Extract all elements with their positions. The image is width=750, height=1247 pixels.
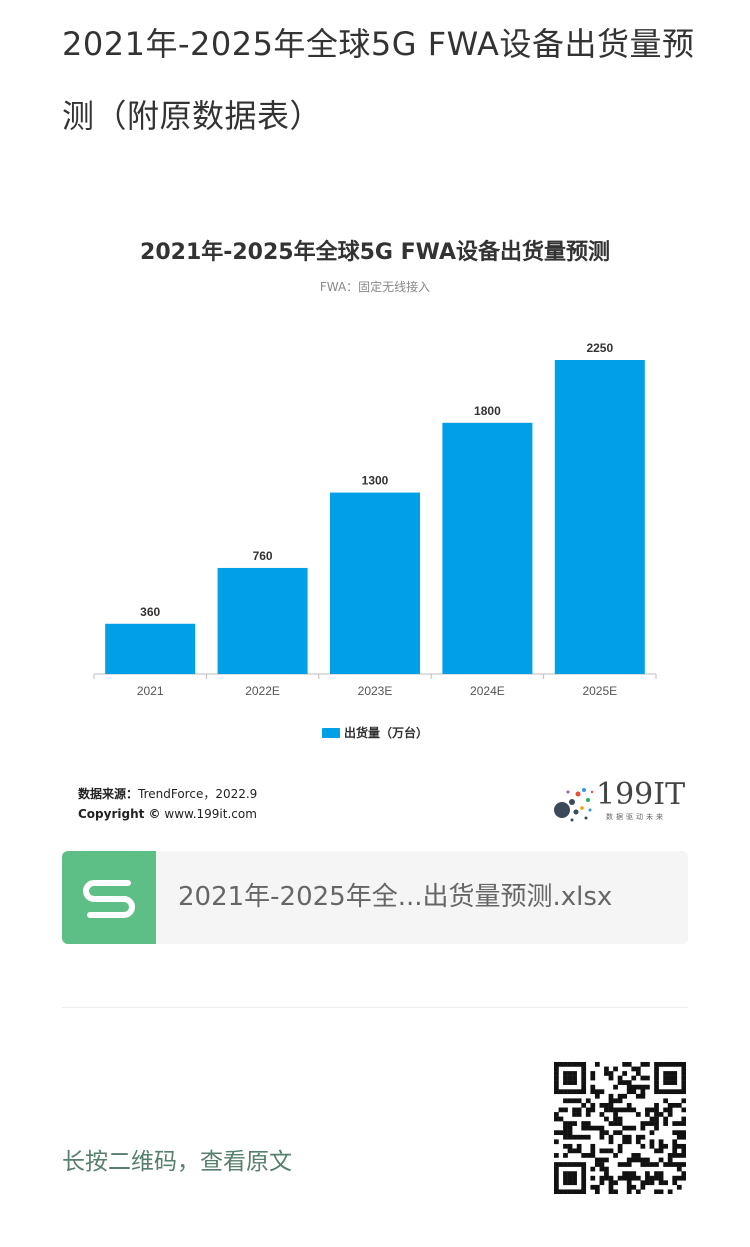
source-label: 数据来源： — [78, 787, 139, 801]
chart-image[interactable]: 2021年-2025年全球5G FWA设备出货量预测 FWA：固定无线接入 36… — [62, 206, 688, 836]
x-tick-label: 2023E — [358, 684, 393, 698]
chart-subtitle: FWA：固定无线接入 — [319, 280, 431, 294]
logo-199it: 199IT 数据驱动未来 — [552, 777, 686, 824]
legend-label: 出货量（万台） — [343, 726, 428, 740]
x-tick-label: 2025E — [582, 684, 617, 698]
data-label: 360 — [140, 605, 160, 619]
data-label: 2250 — [586, 341, 613, 355]
x-tick-label: 2022E — [245, 684, 280, 698]
data-label: 1800 — [474, 404, 501, 418]
x-tick-label: 2024E — [470, 684, 505, 698]
data-label: 1300 — [362, 474, 389, 488]
bar-2023E — [330, 492, 420, 674]
qr-hint: 长按二维码，查看原文 — [62, 1149, 292, 1175]
copyright-label: Copyright © — [78, 807, 161, 821]
chart-source: 数据来源：TrendForce，2022.9 Copyright © www.1… — [78, 784, 257, 824]
copyright-value: www.199it.com — [164, 807, 257, 821]
x-tick-label: 2021 — [137, 684, 164, 698]
logo-dots-icon — [554, 788, 594, 822]
bar-2022E — [217, 567, 308, 674]
legend-swatch — [321, 727, 340, 738]
source-value: TrendForce，2022.9 — [138, 787, 258, 801]
logo-tagline: 数据驱动未来 — [606, 813, 666, 821]
logo-text: 199IT — [596, 777, 686, 812]
chart-title: 2021年-2025年全球5G FWA设备出货量预测 — [140, 240, 610, 265]
attachment-card[interactable]: 2021年-2025年全...出货量预测.xlsx — [62, 851, 688, 944]
divider — [62, 1007, 688, 1008]
data-label: 760 — [253, 549, 273, 563]
bar-chart: 360 2021 760 2022E 1300 2023E 1800 2024E 2250 202… — [93, 341, 657, 698]
bar-2021 — [105, 623, 196, 674]
attachment-filename: 2021年-2025年全...出货量预测.xlsx — [178, 882, 613, 912]
article-title: 2021年-2025年全球5G FWA设备出货量预测（附原数据表） — [62, 25, 695, 135]
bar-2024E — [442, 422, 533, 674]
spreadsheet-s-icon — [62, 851, 156, 944]
chart-legend: 出货量（万台） — [62, 724, 688, 741]
bar-2025E — [554, 360, 645, 674]
qr-code-icon[interactable] — [554, 1062, 686, 1194]
